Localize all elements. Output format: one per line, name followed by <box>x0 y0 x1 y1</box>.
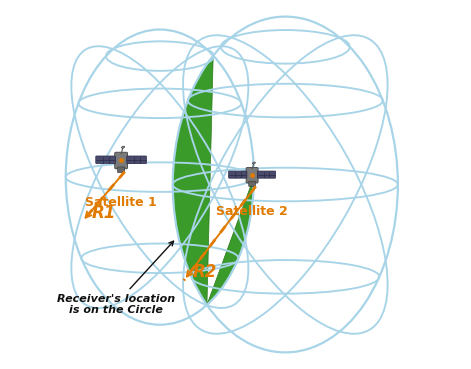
Ellipse shape <box>252 162 255 164</box>
FancyBboxPatch shape <box>117 167 125 173</box>
FancyBboxPatch shape <box>257 171 276 178</box>
Text: Satellite 2: Satellite 2 <box>216 205 288 218</box>
Text: R2: R2 <box>193 263 218 281</box>
FancyBboxPatch shape <box>249 181 255 187</box>
FancyBboxPatch shape <box>246 168 258 183</box>
Ellipse shape <box>122 146 125 148</box>
Text: R1: R1 <box>91 204 116 222</box>
FancyBboxPatch shape <box>96 156 115 163</box>
FancyBboxPatch shape <box>127 156 146 163</box>
Text: Receiver's location
is on the Circle: Receiver's location is on the Circle <box>57 241 175 315</box>
Polygon shape <box>173 56 254 305</box>
Text: Satellite 1: Satellite 1 <box>85 196 157 208</box>
FancyBboxPatch shape <box>115 152 128 169</box>
FancyBboxPatch shape <box>228 171 247 178</box>
